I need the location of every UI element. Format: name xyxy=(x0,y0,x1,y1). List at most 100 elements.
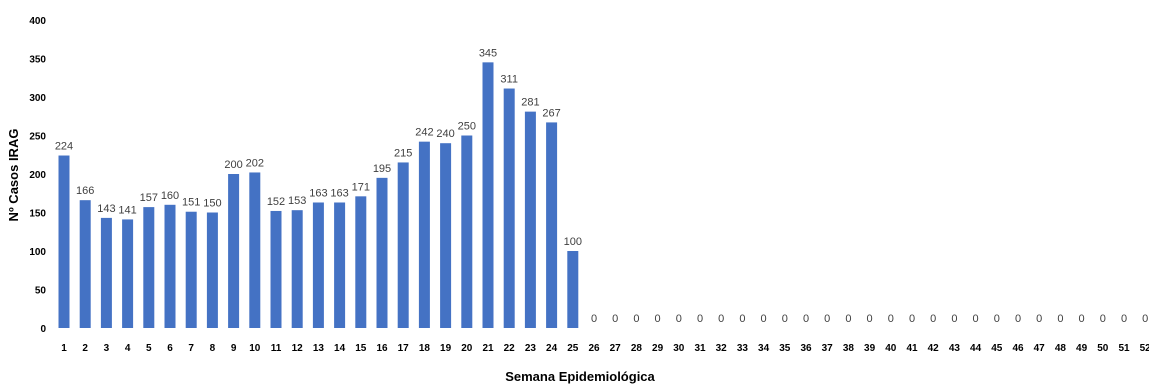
y-tick-label: 400 xyxy=(29,16,46,27)
x-tick-label: 10 xyxy=(249,343,261,354)
bar xyxy=(79,200,91,328)
y-tick-label: 50 xyxy=(35,286,47,297)
data-label: 0 xyxy=(888,313,894,325)
data-label: 166 xyxy=(76,185,94,197)
x-tick-label: 36 xyxy=(800,343,812,354)
data-label: 224 xyxy=(55,141,73,153)
x-tick-label: 46 xyxy=(1012,343,1024,354)
bar xyxy=(482,62,494,328)
data-label: 0 xyxy=(1036,313,1042,325)
bar xyxy=(58,155,70,328)
data-label: 171 xyxy=(352,181,370,193)
data-label: 250 xyxy=(458,121,476,133)
x-tick-label: 49 xyxy=(1076,343,1088,354)
bar xyxy=(418,141,430,328)
bar xyxy=(100,217,112,328)
y-axis-ticks: 0 50 100 150 200 250 300 350 400 xyxy=(29,16,46,335)
data-label: 0 xyxy=(782,313,788,325)
x-tick-label: 9 xyxy=(231,343,237,354)
y-axis-title: Nº Casos IRAG xyxy=(6,129,21,222)
y-tick-label: 300 xyxy=(29,93,46,104)
data-label: 0 xyxy=(1015,313,1021,325)
x-tick-label: 25 xyxy=(567,343,579,354)
bars-group xyxy=(58,62,579,328)
bar xyxy=(185,211,197,328)
x-tick-label: 33 xyxy=(737,343,749,354)
bar xyxy=(503,88,515,328)
data-label: 160 xyxy=(161,190,179,202)
bar xyxy=(249,172,261,328)
x-tick-label: 44 xyxy=(970,343,982,354)
y-tick-label: 0 xyxy=(40,324,46,335)
x-tick-label: 19 xyxy=(440,343,452,354)
data-label: 0 xyxy=(1079,313,1085,325)
bar xyxy=(461,135,473,328)
x-tick-label: 24 xyxy=(546,343,558,354)
x-tick-label: 22 xyxy=(504,343,516,354)
data-label: 345 xyxy=(479,47,497,59)
x-tick-label: 4 xyxy=(125,343,131,354)
x-axis-title: Semana Epidemiológica xyxy=(505,369,655,384)
x-tick-label: 13 xyxy=(313,343,325,354)
data-label: 163 xyxy=(309,187,327,199)
x-tick-label: 8 xyxy=(210,343,216,354)
data-label: 0 xyxy=(1057,313,1063,325)
data-label: 0 xyxy=(739,313,745,325)
data-label: 100 xyxy=(564,236,582,248)
x-tick-label: 21 xyxy=(482,343,494,354)
data-label: 267 xyxy=(542,107,560,119)
data-label: 0 xyxy=(676,313,682,325)
data-label: 0 xyxy=(697,313,703,325)
x-tick-label: 34 xyxy=(758,343,770,354)
x-tick-label: 42 xyxy=(928,343,940,354)
x-tick-label: 40 xyxy=(885,343,897,354)
data-label: 0 xyxy=(1100,313,1106,325)
bar xyxy=(291,210,303,328)
bar xyxy=(312,202,324,328)
bar xyxy=(164,204,176,328)
x-tick-label: 31 xyxy=(694,343,706,354)
y-tick-label: 250 xyxy=(29,132,46,143)
data-label: 240 xyxy=(436,128,454,140)
x-tick-label: 30 xyxy=(673,343,685,354)
x-tick-label: 16 xyxy=(376,343,388,354)
bar xyxy=(228,174,240,328)
y-tick-label: 100 xyxy=(29,247,46,258)
data-label: 311 xyxy=(500,74,518,86)
x-tick-label: 41 xyxy=(906,343,918,354)
data-label: 0 xyxy=(803,313,809,325)
x-tick-label: 15 xyxy=(355,343,367,354)
data-label: 153 xyxy=(288,195,306,207)
x-tick-label: 39 xyxy=(864,343,876,354)
bar xyxy=(355,196,367,328)
data-label: 0 xyxy=(761,313,767,325)
data-label: 0 xyxy=(867,313,873,325)
data-label: 0 xyxy=(591,313,597,325)
data-label: 141 xyxy=(118,204,136,216)
x-tick-label: 48 xyxy=(1055,343,1067,354)
data-label: 143 xyxy=(97,203,115,215)
x-tick-label: 28 xyxy=(631,343,643,354)
y-tick-label: 200 xyxy=(29,170,46,181)
data-label: 0 xyxy=(1142,313,1148,325)
data-label: 152 xyxy=(267,196,285,208)
x-tick-label: 29 xyxy=(652,343,664,354)
x-tick-label: 43 xyxy=(949,343,961,354)
data-label: 0 xyxy=(1121,313,1127,325)
data-label: 0 xyxy=(951,313,957,325)
data-label: 0 xyxy=(930,313,936,325)
data-label: 0 xyxy=(612,313,618,325)
x-tick-label: 11 xyxy=(271,343,282,354)
data-label: 242 xyxy=(415,127,433,139)
data-label: 151 xyxy=(182,197,200,209)
x-tick-label: 12 xyxy=(292,343,304,354)
data-label: 215 xyxy=(394,147,412,159)
x-tick-label: 14 xyxy=(334,343,346,354)
x-tick-label: 51 xyxy=(1118,343,1130,354)
data-label: 150 xyxy=(203,198,221,210)
bar xyxy=(567,251,579,328)
x-tick-label: 20 xyxy=(461,343,473,354)
data-label: 0 xyxy=(973,313,979,325)
